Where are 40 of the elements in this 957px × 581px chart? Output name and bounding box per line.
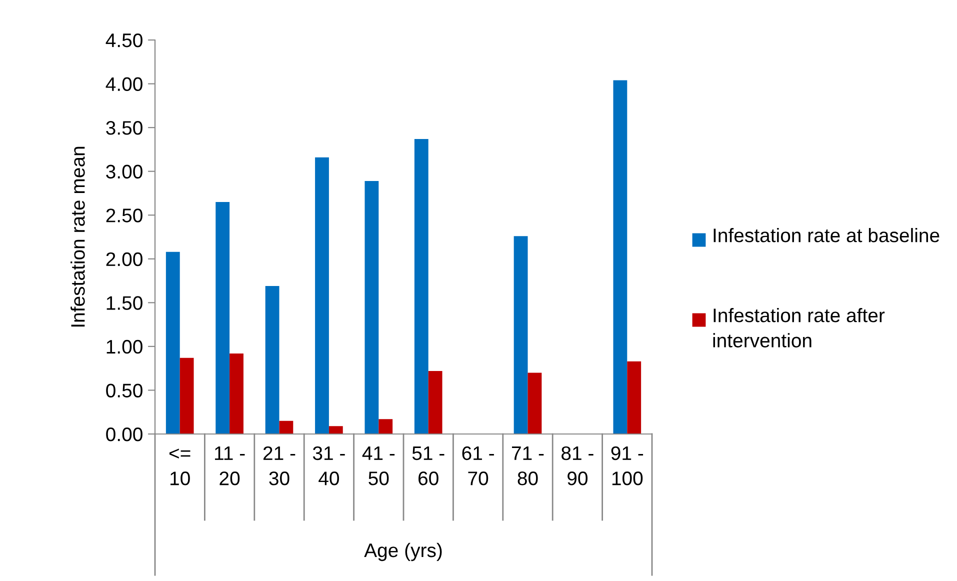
bar	[328, 426, 343, 434]
x-axis-title: Age (yrs)	[364, 542, 442, 562]
y-tick-label: 4.00	[106, 77, 142, 92]
y-tick-label: 0.00	[106, 427, 142, 442]
y-tick-label: 1.00	[106, 340, 142, 354]
y-tick-label: 2.50	[106, 208, 142, 222]
bar	[315, 157, 329, 434]
bar	[265, 286, 280, 434]
bar	[514, 236, 528, 434]
bar	[613, 80, 628, 434]
bar	[364, 180, 379, 434]
bar	[230, 353, 244, 434]
y-tick-label: 2.00	[106, 252, 142, 266]
bar	[180, 358, 194, 434]
x-tick-label: 11 - 20	[215, 446, 245, 486]
x-tick-label: 41 - 50	[362, 446, 395, 486]
x-tick-label: 31 - 40	[312, 446, 345, 486]
y-axis-title: Infestation rate mean	[70, 146, 85, 327]
bar	[428, 370, 442, 434]
legend-label: Infestation rate after intervention	[713, 308, 885, 348]
x-tick-label: 61 - 70	[462, 446, 494, 486]
y-tick-label: 0.50	[106, 384, 142, 398]
bar	[279, 420, 294, 434]
bar	[216, 202, 230, 434]
x-tick-label: 21 - 30	[263, 446, 296, 486]
x-tick-label: 91 - 100	[611, 446, 644, 486]
y-tick-label: 4.50	[106, 33, 142, 48]
bar	[627, 361, 642, 434]
x-tick-label: 71 - 80	[512, 446, 544, 486]
x-tick-label: 81 - 90	[562, 446, 594, 486]
bar	[166, 252, 180, 434]
y-tick-label: 3.50	[106, 121, 142, 135]
bar	[414, 138, 428, 434]
y-tick-label: 3.00	[106, 164, 142, 179]
x-tick-label: 51 - 60	[412, 446, 444, 486]
x-tick-label: <= 10	[169, 448, 190, 486]
bar	[378, 419, 393, 434]
y-tick-label: 1.50	[106, 296, 142, 310]
bar	[528, 372, 542, 434]
legend-label: Infestation rate at baseline	[714, 228, 940, 242]
